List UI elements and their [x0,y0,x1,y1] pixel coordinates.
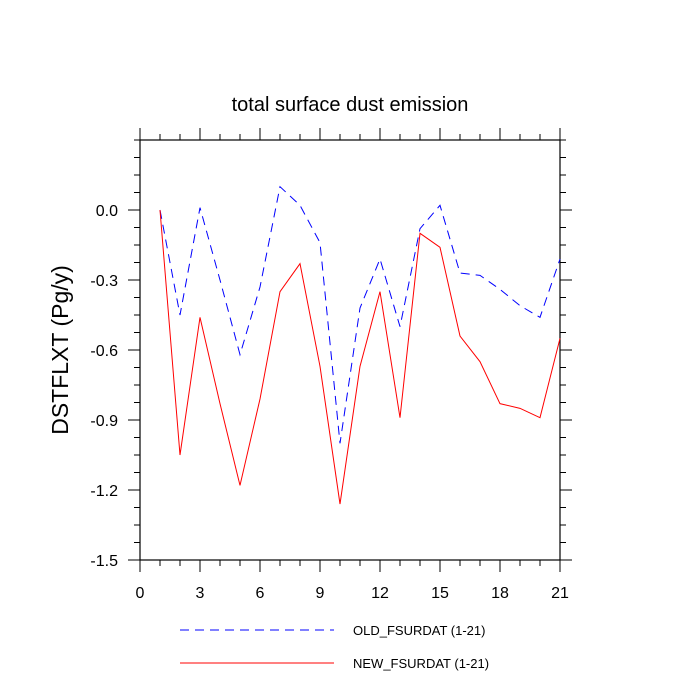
y-tick-label: -0.9 [90,413,118,430]
x-tick-label: 3 [196,585,205,602]
x-tick-label: 0 [136,585,145,602]
x-tick-label: 9 [316,585,325,602]
axis-ticks: 0 3 6 9 12 15 18 21 -1.5 -1.2 -0.9 -0.6 -0.3 0.0 [90,128,572,602]
x-tick-label: 18 [491,585,509,602]
y-axis-label: DSTFLXT (Pg/y) [47,265,73,435]
y-tick-label: -1.2 [90,483,118,500]
plot-frame [139,139,561,561]
x-tick-label: 21 [551,585,569,602]
legend-label: NEW_FSURDAT (1-21) [353,656,489,671]
x-tick-label: 6 [256,585,265,602]
chart-title: total surface dust emission [232,94,469,116]
series-lines [159,185,561,505]
legend-label: OLD_FSURDAT (1-21) [353,623,485,638]
y-tick-label: -0.6 [90,343,118,360]
x-tick-label: 15 [431,585,449,602]
series-line [159,185,561,444]
y-tick-label: -0.3 [90,273,118,290]
y-tick-label: 0.0 [96,203,118,220]
y-tick-label: -1.5 [90,553,118,570]
series-line [159,209,561,505]
x-tick-label: 12 [371,585,389,602]
legend: OLD_FSURDAT (1-21) NEW_FSURDAT (1-21) [180,623,489,671]
